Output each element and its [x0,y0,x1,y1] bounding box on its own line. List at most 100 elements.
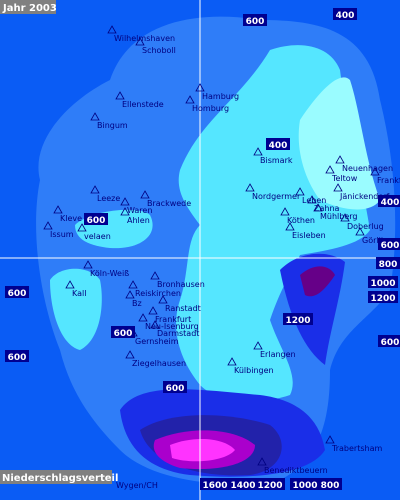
light-region-southwest [50,268,102,350]
station-name: Leeze [97,194,120,203]
station-marker [125,350,135,359]
caption: Niederschlagsverteil [2,473,118,484]
contour-label-box [111,326,135,338]
contour-label-box [5,350,29,362]
station-marker [245,183,255,192]
contour-label-box [283,313,313,325]
station-name: Issum [50,230,74,239]
station-name: Neuenhagen [342,164,393,173]
contour-label-box [368,276,398,288]
station-name: Brackwede [147,199,191,208]
station-name: Trabertsham [331,444,382,453]
station-marker [43,221,53,230]
station-marker [150,320,160,329]
station-marker [227,357,237,366]
contour-label: 1000 [370,279,395,289]
station-name: Gernsheim [135,337,179,346]
stations: Wilhelmshaven Schoboll Hamburg Ellenstede Ho… [43,25,400,475]
contour-label: 600 [166,384,185,394]
station-name: Reiskirchen [135,289,181,298]
contour-label-box [266,138,290,150]
contour-label-box [243,14,267,26]
station-marker [115,91,125,100]
contour-label: 600 [246,17,265,27]
station-marker [158,295,168,304]
station-name: Bingum [97,121,128,130]
contour-label-box [368,291,398,303]
station-marker [140,190,150,199]
contour-label-box [255,478,285,490]
station-marker [333,183,343,192]
station-name: Nordgermer [252,192,301,201]
station-marker [120,197,130,206]
contour-label-box [318,478,342,490]
station-name: Schoboll [142,46,176,55]
very-high-region-east [300,266,335,297]
station-marker [325,165,335,174]
contour-label-box [378,238,400,250]
contour-label-box [378,335,400,347]
station-name: Bz [132,299,142,308]
station-marker [313,203,323,212]
station-name: Benediktbeuern [264,466,328,475]
contour-label-box [290,478,320,490]
contour-label: 800 [321,481,340,491]
station-marker [138,313,148,322]
station-marker [355,227,365,236]
station-marker [53,205,63,214]
contour-label: 1400 [230,481,255,491]
station-marker [257,457,267,466]
contour-label: 600 [381,241,400,251]
station-name: Ahlen [127,216,150,225]
station-name: Bismark [260,156,293,165]
station-marker [128,280,138,289]
contour-label: 1200 [285,316,310,326]
station-marker [150,271,160,280]
station-marker [65,280,75,289]
station-marker [135,37,145,46]
station-marker [148,306,158,315]
station-name: Kall [72,289,86,298]
lightest-region [298,77,380,210]
contour-label-box [333,8,357,20]
station-name: Zahna [314,204,340,213]
contour-label: 400 [381,198,400,208]
station-name: Kleve [60,214,82,223]
station-name: Görlitz [362,236,388,245]
peak-region [170,438,235,462]
station-marker [335,155,345,164]
contour-label: 600 [8,353,27,363]
contour-label: 400 [269,141,288,151]
station-marker [295,187,305,196]
contour-label: 600 [8,289,27,299]
station-marker [307,195,317,204]
station-name: Eisleben [292,231,326,240]
station-name: Külbingen [234,366,274,375]
contour-label: 600 [87,216,106,226]
station-marker [83,260,93,269]
title-box [0,0,56,14]
station-marker [285,222,295,231]
station-name: Ranstadt [165,304,201,313]
title: Jahr 2003 [2,3,57,14]
station-name: Jänickendorf [339,192,390,201]
station-marker [340,213,350,222]
caption-box [0,470,112,484]
station-name: Hamburg [202,92,239,101]
station-name: Wilhelmshaven [114,34,175,43]
station-name: Frankf [377,176,400,185]
contour-label: 1200 [257,481,282,491]
contour-label-box [84,213,108,225]
contour-label-box [5,286,29,298]
contour-label: 600 [381,338,400,348]
station-marker [185,95,195,104]
station-name: Ellenstede [122,100,164,109]
station-marker [107,25,117,34]
contour-label: 800 [379,260,398,270]
contour-label: 1200 [370,294,395,304]
station-name: Frankfurt [155,315,191,324]
station-name: velaen [84,232,111,241]
station-name: Doberlug [347,222,384,231]
contour-label-box [163,381,187,393]
